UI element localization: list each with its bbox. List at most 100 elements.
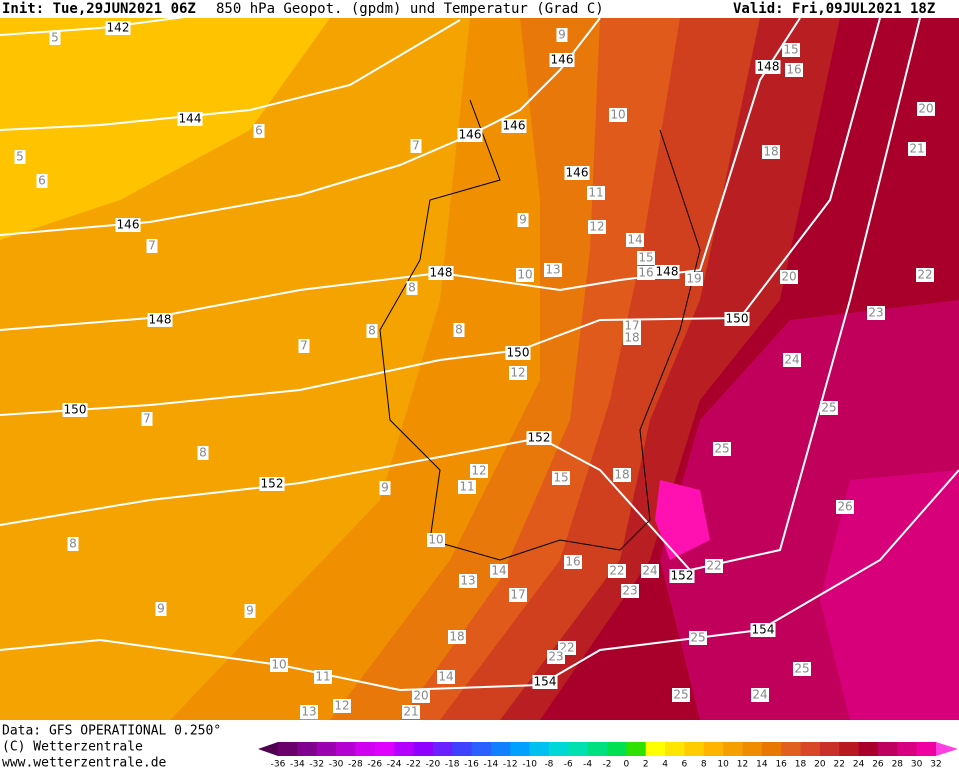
geopotential-label-box xyxy=(147,313,173,327)
temperature-label: 18 xyxy=(614,468,629,482)
colorbar-arrow xyxy=(258,742,278,756)
geopotential-line xyxy=(0,18,801,331)
temperature-label-box xyxy=(427,533,445,547)
temperature-label: 11 xyxy=(315,670,330,684)
temperature-label-box xyxy=(908,142,926,156)
temperature-label-box xyxy=(14,150,26,164)
url: www.wetterzentrale.de xyxy=(2,756,167,771)
temperature-label-box xyxy=(197,446,209,460)
temperature-label-box xyxy=(608,564,626,578)
temperature-label-box xyxy=(379,481,391,495)
geopotential-label-box xyxy=(259,477,285,491)
temperature-label: 20 xyxy=(781,270,796,284)
temperature-label-box xyxy=(412,689,430,703)
temperature-label: 5 xyxy=(16,150,24,164)
temperature-label-box xyxy=(713,442,731,456)
temperature-label-box xyxy=(556,28,568,42)
temperature-label: 15 xyxy=(638,251,653,265)
geopotential-label: 150 xyxy=(726,312,749,326)
colorbar-label: 14 xyxy=(756,760,768,770)
temperature-label-box xyxy=(672,688,690,702)
temperature-label-box xyxy=(793,662,811,676)
geopotential-line xyxy=(0,18,185,36)
temperature-label-box xyxy=(705,559,723,573)
temperature-label: 10 xyxy=(428,533,443,547)
temperature-label: 23 xyxy=(548,650,563,664)
temperature-label: 24 xyxy=(784,353,799,367)
temperature-label: 17 xyxy=(624,319,639,333)
temperature-label-box xyxy=(547,650,565,664)
geopotential-label: 150 xyxy=(507,346,530,360)
geopotential-label-box xyxy=(724,312,750,326)
temperature-label: 14 xyxy=(438,670,453,684)
temperature-label-box xyxy=(516,268,534,282)
geopotential-label: 146 xyxy=(503,119,526,133)
temperature-label-box xyxy=(459,574,477,588)
colorbar-segment xyxy=(781,742,802,756)
geopotential-label: 146 xyxy=(551,53,574,67)
colorbar-segment xyxy=(645,742,666,756)
colorbar-segment xyxy=(548,742,569,756)
temperature-label-box xyxy=(552,471,570,485)
colorbar-label: -14 xyxy=(484,760,499,770)
colorbar: -36 -34 -32 -30 -28 -26 -24 -22 -20 -18 -16 -14 -12-… xyxy=(258,742,958,770)
temperature-label-box xyxy=(509,366,527,380)
temperature-label-box xyxy=(155,602,167,616)
temperature-label: 9 xyxy=(246,604,254,618)
valid-time: Valid: Fri,09JUL2021 18Z xyxy=(733,1,935,17)
temperature-label: 25 xyxy=(690,631,705,645)
colorbar-label: 4 xyxy=(662,760,668,770)
temperature-label-box xyxy=(253,124,265,138)
temperature-label: 18 xyxy=(449,630,464,644)
temperature-label: 16 xyxy=(638,266,653,280)
temperature-label: 6 xyxy=(255,124,263,138)
temperature-label: 25 xyxy=(714,442,729,456)
temperature-label-box xyxy=(49,31,61,45)
geopotential-label: 152 xyxy=(261,477,284,491)
temperature-label-box xyxy=(762,145,780,159)
temperature-label-box xyxy=(820,401,838,415)
temperature-label: 19 xyxy=(686,272,701,286)
colorbar-segment xyxy=(432,742,453,756)
copyright: (C) Wetterzentrale xyxy=(2,740,143,755)
colorbar-label: 18 xyxy=(795,760,807,770)
colorbar-label: 8 xyxy=(701,760,707,770)
geopotential-label-box xyxy=(501,119,527,133)
temperature-label: 8 xyxy=(368,324,376,338)
colorbar-label: 26 xyxy=(872,760,884,770)
temperature-label-box xyxy=(402,705,420,719)
colorbar-label: -4 xyxy=(583,760,592,770)
temperature-label-box xyxy=(544,263,562,277)
temperature-area xyxy=(820,470,959,720)
colorbar-segment xyxy=(839,742,860,756)
temperature-label-box xyxy=(437,670,455,684)
colorbar-segment xyxy=(742,742,763,756)
temperature-label: 10 xyxy=(610,108,625,122)
colorbar-segment xyxy=(490,742,511,756)
colorbar-label: 2 xyxy=(643,760,649,770)
colorbar-label: -34 xyxy=(290,760,305,770)
temperature-label: 8 xyxy=(69,537,77,551)
colorbar-label: 32 xyxy=(930,760,941,770)
colorbar-arrow xyxy=(936,742,958,756)
temperature-label: 15 xyxy=(553,471,568,485)
temperature-label: 11 xyxy=(588,186,603,200)
temperature-label-box xyxy=(587,186,605,200)
temperature-label-box xyxy=(621,584,639,598)
colorbar-label: -32 xyxy=(309,760,324,770)
colorbar-segment xyxy=(684,742,705,756)
colorbar-segment xyxy=(568,742,589,756)
temperature-label: 21 xyxy=(909,142,924,156)
geopotential-label-box xyxy=(750,623,776,637)
geopotential-label-box xyxy=(755,60,781,74)
colorbar-segment xyxy=(723,742,743,756)
geopotential-label: 154 xyxy=(752,623,775,637)
temperature-label: 7 xyxy=(148,239,156,253)
temperature-label-box xyxy=(509,588,527,602)
temperature-label: 7 xyxy=(300,339,308,353)
colorbar-label: 6 xyxy=(682,760,688,770)
temperature-label: 13 xyxy=(460,574,475,588)
colorbar-segment xyxy=(374,742,395,756)
geopotential-label-box xyxy=(177,112,203,126)
temperature-label-box xyxy=(453,323,465,337)
